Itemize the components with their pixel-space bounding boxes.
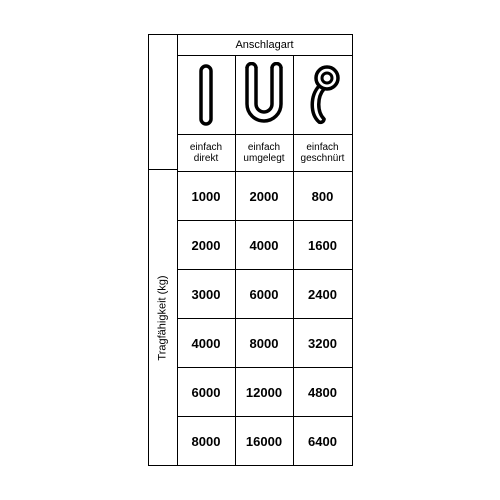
load-capacity-table: Tragfähigkeit (kg) Anschlagart	[148, 34, 353, 466]
side-column: Tragfähigkeit (kg)	[149, 35, 178, 465]
table-row: 4000 8000 3200	[178, 319, 352, 368]
table-cell: 1600	[294, 221, 352, 269]
col-label-1: einfach umgelegt	[236, 135, 294, 171]
column-labels-row: einfach direkt einfach umgelegt einfach …	[178, 135, 352, 172]
side-label-text: Tragfähigkeit (kg)	[157, 275, 169, 360]
table-cell: 3000	[178, 270, 236, 318]
table-cell: 8000	[236, 319, 294, 367]
col-label-0: einfach direkt	[178, 135, 236, 171]
col-label-2: einfach geschnürt	[294, 135, 352, 171]
side-label-cell: Tragfähigkeit (kg)	[149, 170, 177, 465]
table-cell: 6000	[236, 270, 294, 318]
icon-u-shape	[236, 56, 294, 134]
header-title: Anschlagart	[178, 35, 352, 56]
table-cell: 16000	[236, 417, 294, 465]
table-row: 8000 16000 6400	[178, 417, 352, 465]
table-cell: 12000	[236, 368, 294, 416]
table-cell: 4800	[294, 368, 352, 416]
table-row: 1000 2000 800	[178, 172, 352, 221]
icon-choker	[294, 56, 352, 134]
table-row: 3000 6000 2400	[178, 270, 352, 319]
table-cell: 8000	[178, 417, 236, 465]
side-top-spacer	[149, 35, 177, 170]
table-cell: 3200	[294, 319, 352, 367]
table-cell: 4000	[178, 319, 236, 367]
table-cell: 2000	[236, 172, 294, 220]
icon-row	[178, 56, 352, 135]
table-cell: 4000	[236, 221, 294, 269]
table-cell: 800	[294, 172, 352, 220]
table-cell: 1000	[178, 172, 236, 220]
table-cell: 6000	[178, 368, 236, 416]
table-cell: 2000	[178, 221, 236, 269]
table-cell: 2400	[294, 270, 352, 318]
table-row: 2000 4000 1600	[178, 221, 352, 270]
main-column: Anschlagart	[178, 35, 352, 465]
icon-single	[178, 56, 236, 134]
table-row: 6000 12000 4800	[178, 368, 352, 417]
table-cell: 6400	[294, 417, 352, 465]
